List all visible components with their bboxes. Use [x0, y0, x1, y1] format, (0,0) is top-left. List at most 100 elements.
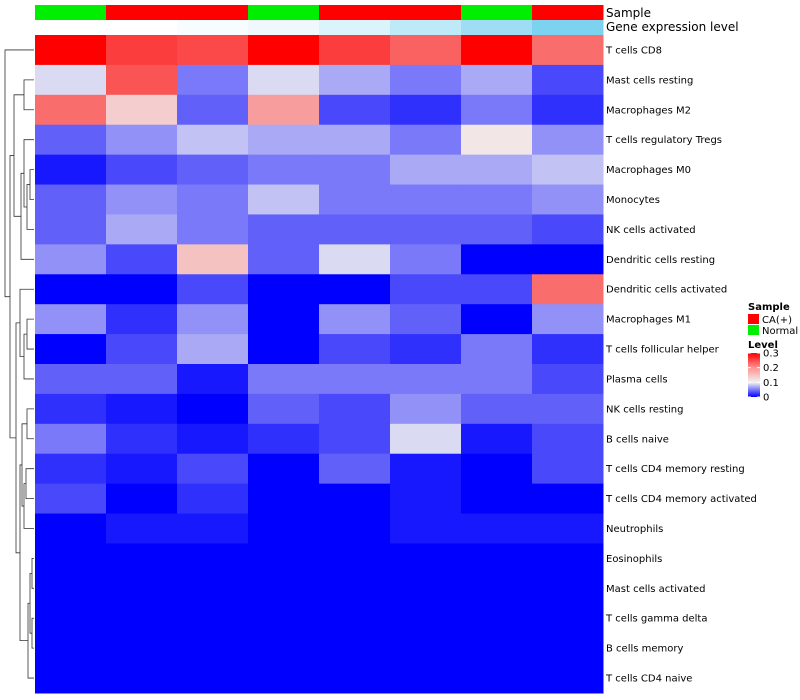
heatmap-cell — [390, 573, 462, 604]
heatmap-cell — [532, 663, 604, 694]
legend-tick-label: 0 — [763, 393, 769, 404]
heatmap-cell — [319, 603, 391, 634]
gene-expression-annotation-cell — [390, 20, 462, 35]
heatmap-cell — [461, 274, 533, 305]
heatmap-cell — [461, 244, 533, 275]
heatmap-cell — [177, 35, 249, 66]
sample-annotation-cell — [390, 5, 462, 20]
heatmap-cell — [248, 364, 320, 395]
heatmap-cell — [461, 364, 533, 395]
heatmap-cell — [35, 423, 107, 455]
heatmap-cell — [248, 304, 320, 335]
row-label: T cells CD8 — [605, 45, 662, 56]
legend-sample-title: Sample — [748, 302, 790, 313]
heatmap-cell — [532, 334, 604, 365]
legend-tick-label: 0.2 — [763, 363, 779, 374]
row-label: Dendritic cells resting — [606, 255, 715, 266]
heatmap-cell — [390, 304, 462, 335]
heatmap-cell — [390, 423, 462, 455]
heatmap-cell — [390, 393, 462, 425]
heatmap-cell — [248, 154, 320, 186]
heatmap-cell — [177, 453, 249, 485]
heatmap-cell — [248, 633, 320, 664]
dendrogram-branch — [25, 468, 34, 499]
sample-annotation-label: Sample — [606, 6, 651, 20]
heatmap-cell — [106, 453, 178, 485]
heatmap-cell — [177, 334, 249, 365]
heatmap-cell — [35, 244, 107, 275]
heatmap-cell — [35, 35, 107, 66]
heatmap-cell — [532, 154, 604, 186]
sample-annotation-cell — [177, 5, 249, 20]
heatmap-cell — [461, 603, 533, 634]
heatmap-cell — [35, 393, 107, 425]
heatmap-cell — [461, 663, 533, 694]
heatmap-cell — [35, 94, 107, 126]
heatmap-cell — [248, 663, 320, 694]
heatmap-cell — [532, 513, 604, 544]
legend-swatch — [748, 325, 759, 335]
heatmap-cell — [106, 603, 178, 634]
heatmap-cell — [35, 633, 107, 664]
heatmap-cell — [106, 124, 178, 156]
heatmap-cell — [532, 364, 604, 395]
heatmap-cell — [461, 453, 533, 485]
heatmap-cell — [319, 35, 391, 66]
heatmap-cell — [532, 543, 604, 574]
heatmap-cell — [319, 364, 391, 395]
heatmap-cell — [248, 94, 320, 126]
heatmap-cell — [35, 453, 107, 485]
heatmap-cell — [248, 483, 320, 515]
heatmap-cell — [177, 423, 249, 455]
heatmap-cell — [248, 214, 320, 245]
gene-expression-annotation-cell — [106, 20, 178, 35]
gene-expression-annotation-cell — [532, 20, 604, 35]
heatmap-cell — [390, 274, 462, 305]
heatmap-cell — [532, 483, 604, 515]
heatmap-cell — [390, 633, 462, 664]
row-label: T cells regulatory Tregs — [605, 135, 722, 146]
gene-expression-annotation-cell — [248, 20, 320, 35]
legend-level-title: Level — [748, 340, 778, 351]
heatmap-cell — [390, 244, 462, 275]
dendrogram-branch — [26, 184, 34, 230]
heatmap-cell — [319, 633, 391, 664]
heatmap-cell — [106, 304, 178, 335]
heatmap-cell — [248, 274, 320, 305]
heatmap-cell — [319, 513, 391, 544]
legend-color-bar — [748, 353, 760, 397]
heatmap-cell — [532, 423, 604, 455]
heatmap-cell — [177, 364, 249, 395]
heatmap-cell — [106, 423, 178, 455]
heatmap-cell — [390, 513, 462, 544]
gene-expression-annotation-cell — [35, 20, 107, 35]
row-label: Dendritic cells activated — [606, 285, 727, 296]
heatmap-cell — [461, 483, 533, 515]
dendrogram-branch — [23, 333, 34, 380]
heatmap-cell — [319, 453, 391, 485]
sample-annotation-cell — [461, 5, 533, 20]
heatmap-cell — [319, 184, 391, 215]
heatmap-cell — [248, 603, 320, 634]
heatmap-cell — [177, 274, 249, 305]
row-label: Macrophages M0 — [606, 165, 691, 176]
heatmap-cell — [248, 124, 320, 156]
dendrogram-branch — [26, 318, 34, 350]
heatmap-cell — [532, 124, 604, 156]
sample-annotation-cell — [319, 5, 391, 20]
heatmap-cell — [390, 603, 462, 634]
heatmap-cell — [319, 304, 391, 335]
heatmap-cell — [319, 64, 391, 96]
heatmap-cell — [177, 244, 249, 275]
heatmap-cell — [532, 573, 604, 604]
legend: Sample CA(+)Normal Level 0.3 0.2 0.1 0 — [748, 302, 798, 404]
heatmap-cell — [106, 154, 178, 186]
heatmap-cell — [106, 214, 178, 245]
row-label: T cells follicular helper — [605, 345, 720, 356]
heatmap-cell — [532, 35, 604, 66]
heatmap-cell — [177, 513, 249, 544]
heatmap-cell — [177, 304, 249, 335]
sample-annotation-cell — [248, 5, 320, 20]
legend-tick-label: 0.3 — [763, 349, 779, 360]
heatmap-cell — [390, 543, 462, 574]
